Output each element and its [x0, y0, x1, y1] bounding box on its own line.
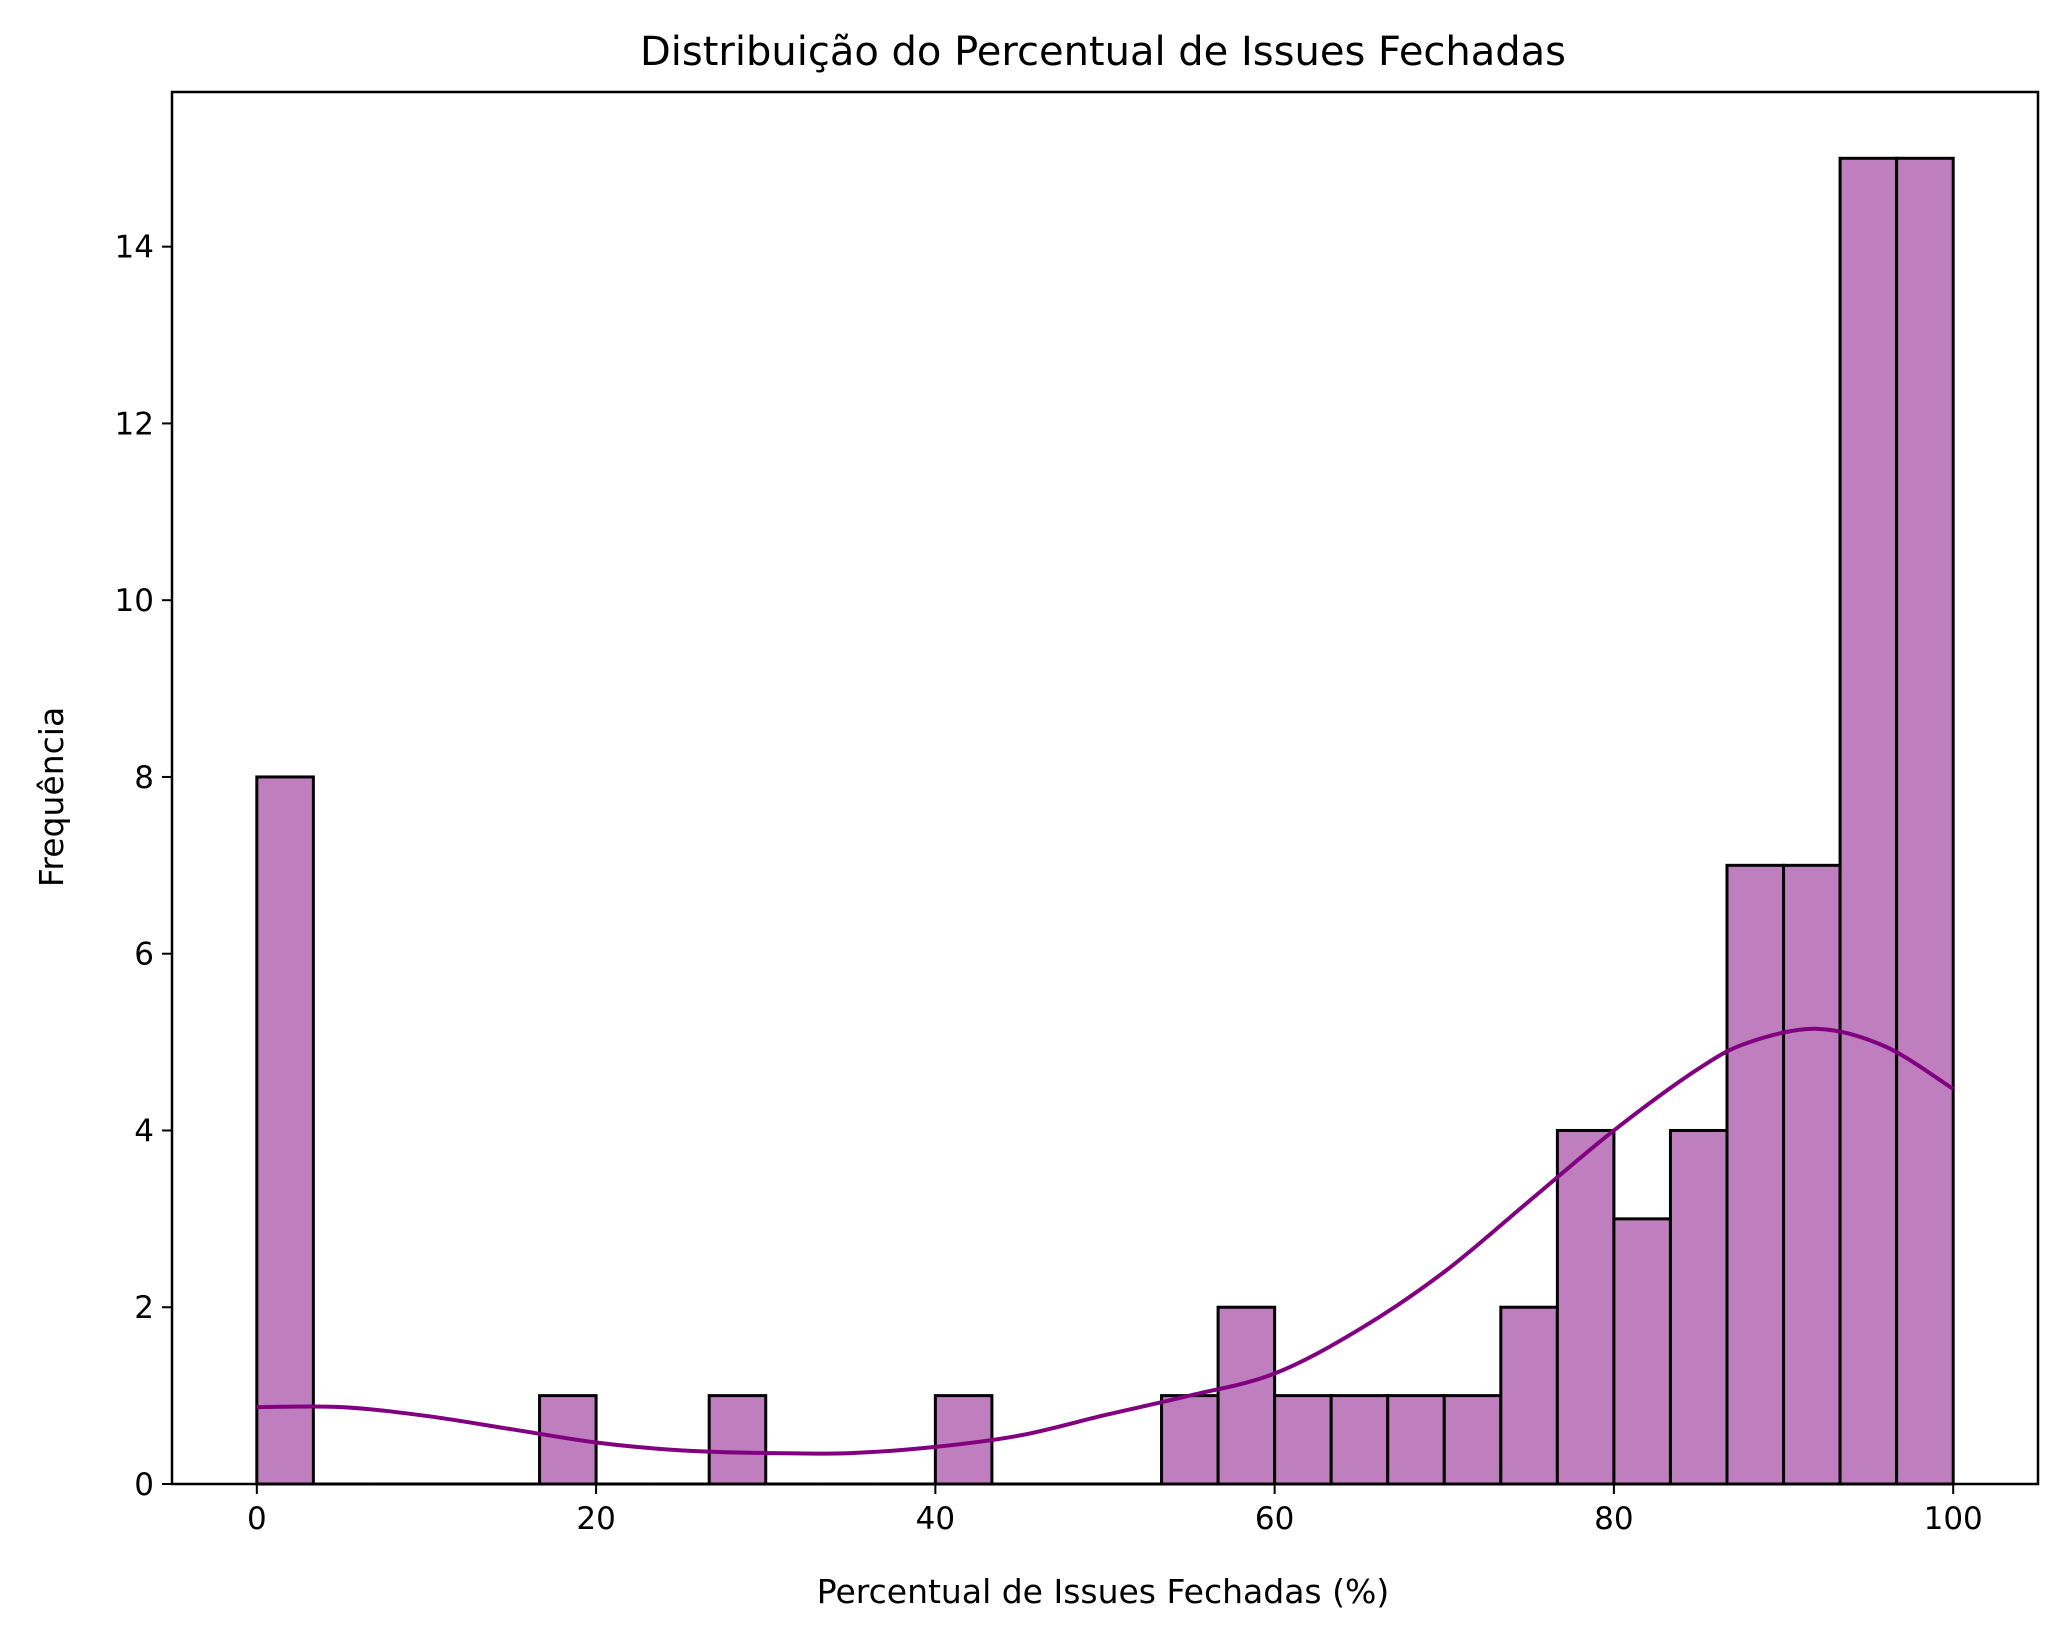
y-axis-ticks: 0 2 4 6 8 10 12 14 [115, 230, 172, 1503]
y-tick-label: 10 [115, 583, 154, 619]
x-tick-label: 0 [247, 1501, 267, 1537]
histogram-bar [1668, 1128, 1729, 1486]
histogram-bar [1725, 863, 1786, 1486]
x-tick-label: 40 [916, 1501, 955, 1537]
y-tick-label: 4 [134, 1113, 154, 1149]
histogram-bar [1782, 863, 1842, 1486]
y-axis-label: Frequência [32, 707, 71, 887]
x-tick-label: 100 [1924, 1501, 1983, 1537]
y-tick-label: 2 [134, 1290, 154, 1326]
x-axis-ticks: 0 20 40 60 80 100 [247, 1484, 1983, 1537]
histogram-bar [1555, 1128, 1616, 1486]
y-tick-label: 8 [134, 760, 154, 796]
histogram-bar [1895, 156, 1955, 1486]
x-tick-label: 80 [1594, 1501, 1633, 1537]
y-tick-label: 6 [134, 937, 154, 973]
histogram-bar [1442, 1394, 1503, 1486]
histogram-bar [1273, 1394, 1333, 1486]
histogram-bar [1499, 1305, 1559, 1486]
histogram-bar [1612, 1217, 1672, 1486]
histogram-bar [255, 775, 315, 1486]
histogram-bar [1838, 156, 1899, 1486]
x-tick-label: 60 [1255, 1501, 1294, 1537]
y-tick-label: 14 [115, 230, 154, 266]
x-tick-label: 20 [576, 1501, 615, 1537]
x-axis-label: Percentual de Issues Fechadas (%) [817, 1572, 1389, 1611]
histogram-bar [1329, 1394, 1390, 1486]
histogram-bar [1386, 1394, 1446, 1486]
chart-title: Distribuição do Percentual de Issues Fec… [640, 29, 1566, 75]
kde-curve [256, 1026, 1955, 1456]
histogram-bar [707, 1394, 768, 1486]
bars-group [255, 156, 1955, 1486]
plot-frame [170, 90, 2040, 1486]
y-tick-label: 12 [115, 406, 154, 442]
histogram-bar [1216, 1305, 1277, 1486]
histogram-bar [1160, 1394, 1220, 1486]
y-tick-label: 0 [134, 1467, 154, 1503]
